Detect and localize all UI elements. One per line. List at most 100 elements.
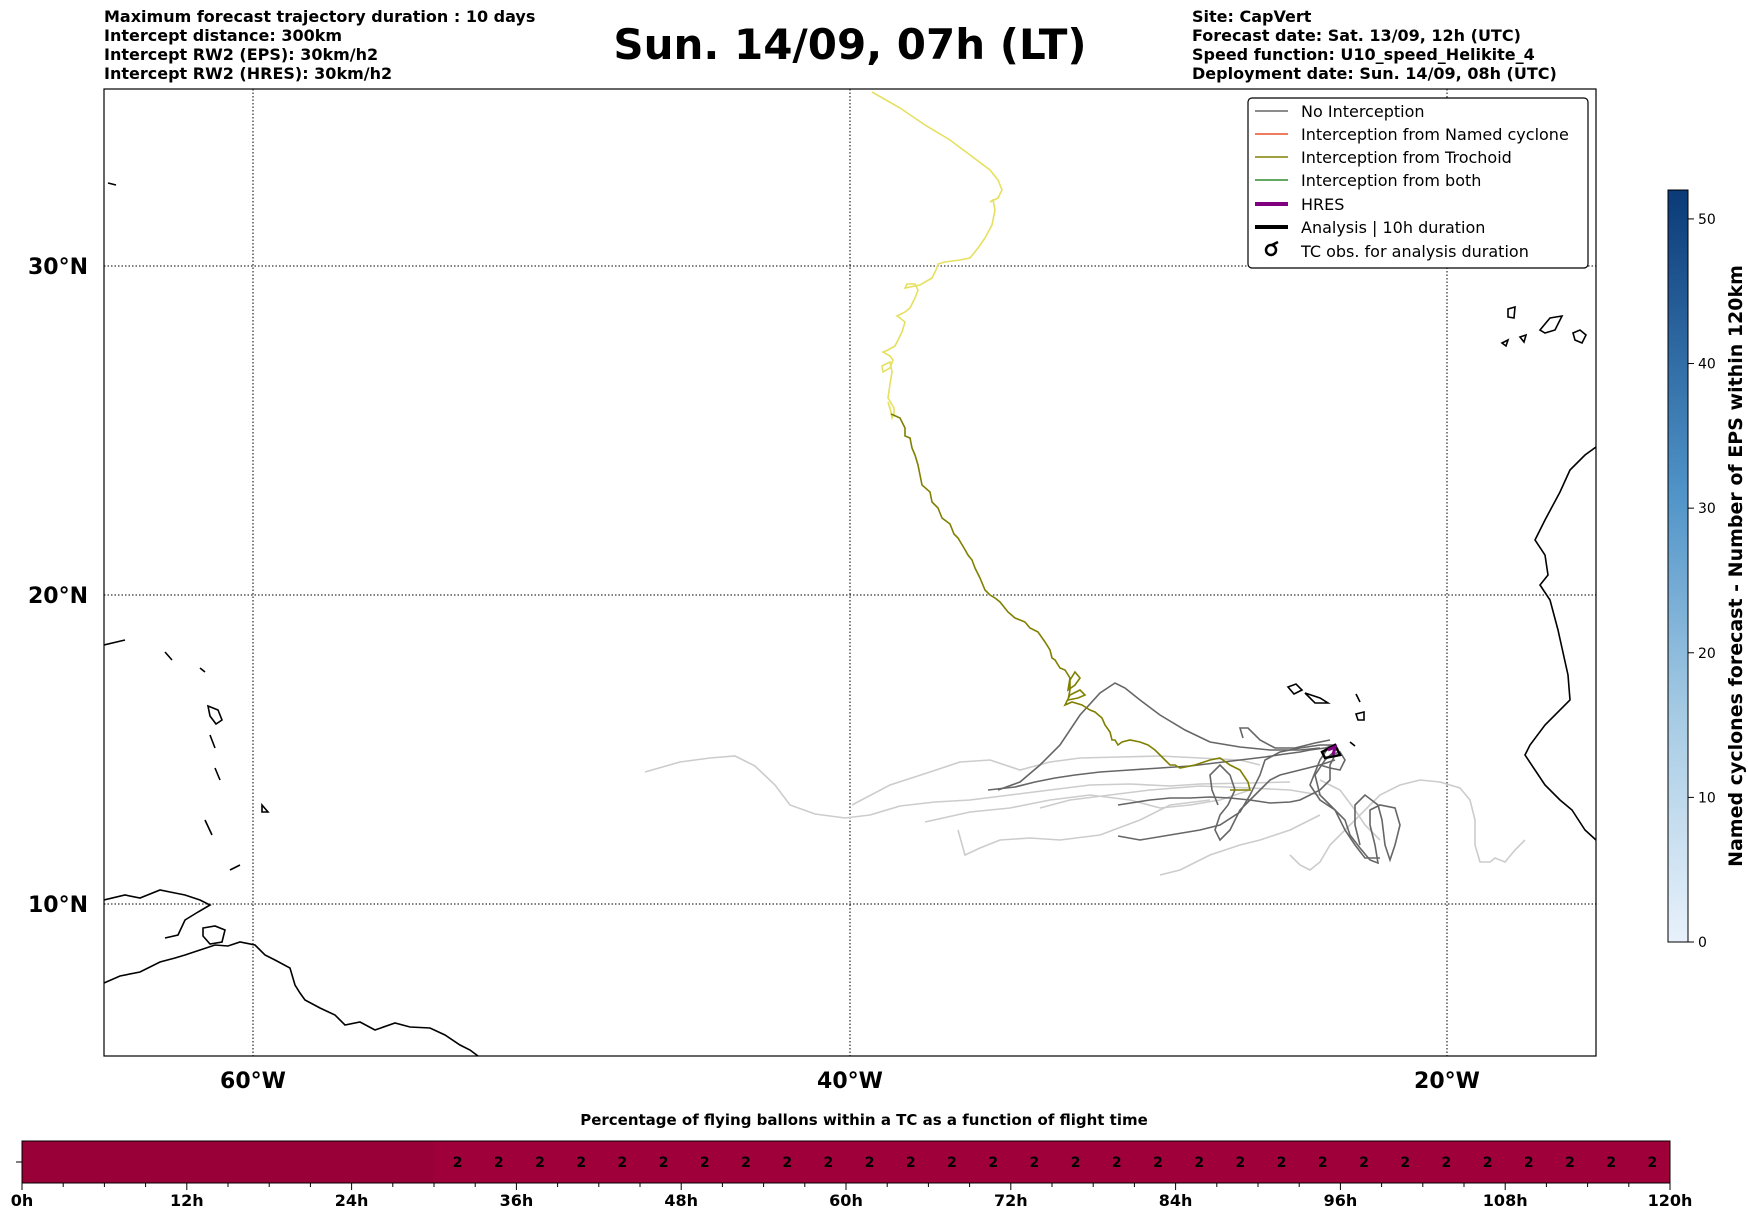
gray-track <box>1238 727 1331 749</box>
canary-1 <box>1507 305 1516 319</box>
gray-track <box>997 682 1321 791</box>
light-track <box>1289 779 1526 871</box>
gray-track <box>1209 759 1336 842</box>
bar-tick-label: 120h <box>1648 1191 1693 1210</box>
colorbar-tick-label: 30 <box>1698 501 1716 517</box>
cape-verde-3 <box>1355 693 1361 703</box>
bar-tick-label: 96h <box>1324 1191 1358 1210</box>
barbados <box>261 802 270 813</box>
colorbar-tick-label: 10 <box>1698 790 1716 806</box>
venezuela-peninsula <box>104 889 212 939</box>
legend-label-hres: HRES <box>1301 195 1344 214</box>
lat-label-20n: 20°N <box>28 584 88 609</box>
flight-time-bar-title: Percentage of flying ballons within a TC… <box>580 1111 1148 1129</box>
flight-time-bar-cells: 2 2 2 2 2 2 2 2 2 2 2 2 2 2 2 2 2 2 2 2 2 2 2 2 2 2 2 2 2 2 <box>453 1155 1658 1171</box>
map-legend: No Interception Interception from Named … <box>1247 97 1589 269</box>
max-duration-text: Maximum forecast trajectory duration : 1… <box>104 7 536 26</box>
site-text: Site: CapVert <box>1192 7 1312 26</box>
flight-time-bar-ticks: 0h 12h 24h 36h 48h 60h 72h 84h 96h 108h 120h <box>11 1183 1693 1210</box>
yellow-trajectory <box>871 91 1003 421</box>
intercept-distance-text: Intercept distance: 300km <box>104 26 343 45</box>
bar-cell-value: 2 <box>1194 1155 1204 1171</box>
legend-label-no-interception: No Interception <box>1301 102 1425 121</box>
legend-label-trochoid: Interception from Trochoid <box>1301 148 1512 167</box>
legend-cyclone-symbol-icon <box>1264 240 1279 257</box>
lesser-antilles-2 <box>199 667 206 673</box>
bar-tick-label: 36h <box>500 1191 534 1210</box>
colorbar-label: Named cyclones forecast - Number of EPS … <box>1725 265 1747 867</box>
bar-tick-label: 60h <box>829 1191 863 1210</box>
colorbar-tick-label: 0 <box>1698 935 1707 951</box>
hres-analysis-marker <box>1320 743 1342 760</box>
legend-label-analysis: Analysis | 10h duration <box>1301 218 1485 237</box>
intercept-eps-text: Intercept RW2 (EPS): 30km/h2 <box>104 45 379 64</box>
bar-cell-value: 2 <box>1318 1155 1328 1171</box>
bar-cell-value: 2 <box>1277 1155 1287 1171</box>
colorbar-tick-label: 50 <box>1698 212 1716 228</box>
lat-label-30n: 30°N <box>28 255 88 280</box>
bar-cell-value: 2 <box>659 1155 669 1171</box>
bar-cell-value: 2 <box>741 1155 751 1171</box>
bar-cell-value: 2 <box>618 1155 628 1171</box>
puerto-rico <box>104 639 126 646</box>
bar-tick-label: 24h <box>335 1191 369 1210</box>
bar-cell-value: 2 <box>1400 1155 1410 1171</box>
header-left-info: Maximum forecast trajectory duration : 1… <box>104 7 535 83</box>
trochoid-trajectory <box>890 413 1252 791</box>
bar-tick-label: 12h <box>170 1191 204 1210</box>
bar-cell-value: 2 <box>700 1155 710 1171</box>
bar-cell-value: 2 <box>1153 1155 1163 1171</box>
lon-label-40w: 40°W <box>817 1069 883 1094</box>
lesser-antilles-5 <box>204 819 213 836</box>
bar-cell-value: 2 <box>947 1155 957 1171</box>
bar-cell-value: 2 <box>1606 1155 1616 1171</box>
gray-track <box>1117 754 1336 806</box>
canary-4 <box>1518 333 1528 344</box>
colorbar: 0 10 20 30 40 50 Named cyclones forecast - Nu… <box>1667 189 1747 951</box>
colorbar-tick-label: 20 <box>1698 646 1716 662</box>
bar-tick-label: 48h <box>664 1191 698 1210</box>
cape-verde-1 <box>1286 683 1304 695</box>
bar-tick-label: 84h <box>1159 1191 1193 1210</box>
lesser-antilles-3 <box>209 734 216 749</box>
deployment-date-text: Deployment date: Sun. 14/09, 08h (UTC) <box>1192 64 1557 83</box>
bar-cell-value: 2 <box>535 1155 545 1171</box>
tobago <box>229 864 241 871</box>
intercept-hres-text: Intercept RW2 (HRES): 30km/h2 <box>104 64 393 83</box>
legend-box <box>1247 97 1589 269</box>
gray-track <box>1117 744 1335 841</box>
bermuda <box>107 182 117 186</box>
main-title: Sun. 14/09, 07h (LT) <box>613 20 1087 69</box>
canary-3 <box>1572 329 1587 345</box>
bar-cell-value: 2 <box>1442 1155 1452 1171</box>
bar-cell-value: 2 <box>453 1155 463 1171</box>
hres-track <box>1327 744 1338 756</box>
light-track <box>1159 814 1321 876</box>
trinidad <box>202 925 226 945</box>
speed-function-text: Speed function: U10_speed_Helikite_4 <box>1192 45 1535 64</box>
lon-label-60w: 60°W <box>220 1069 286 1094</box>
bar-cell-value: 2 <box>782 1155 792 1171</box>
bar-cell-value: 2 <box>1359 1155 1369 1171</box>
canary-5 <box>1500 338 1510 348</box>
lat-label-10n: 10°N <box>28 893 88 918</box>
bar-cell-value: 2 <box>1071 1155 1081 1171</box>
lon-label-20w: 20°W <box>1414 1069 1480 1094</box>
colorbar-gradient <box>1667 189 1689 943</box>
map-axis-labels: 30°N 20°N 10°N 60°W 40°W 20°W <box>28 255 1480 1094</box>
bar-cell-value: 2 <box>1648 1155 1658 1171</box>
cape-verde-5 <box>1349 741 1356 747</box>
bar-cell-value: 2 <box>1524 1155 1534 1171</box>
flight-time-bar: Percentage of flying ballons within a TC… <box>11 1111 1693 1210</box>
bar-cell-value: 2 <box>1112 1155 1122 1171</box>
bar-cell-value: 2 <box>1565 1155 1575 1171</box>
bar-cell-value: 2 <box>576 1155 586 1171</box>
legend-label-both: Interception from both <box>1301 171 1481 190</box>
colorbar-ticks: 0 10 20 30 40 50 <box>1688 212 1716 951</box>
lesser-antilles-1 <box>164 651 173 661</box>
light-track <box>924 789 1251 823</box>
bar-cell-value: 2 <box>988 1155 998 1171</box>
light-track <box>644 755 1291 819</box>
legend-label-tc-obs: TC obs. for analysis duration <box>1300 242 1529 261</box>
